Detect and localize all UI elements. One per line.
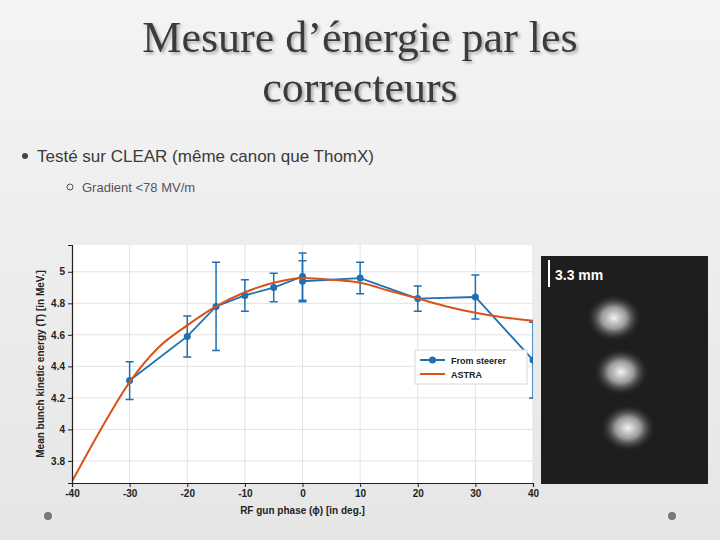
- tick: 10: [355, 483, 367, 499]
- tick-label: 3.8: [51, 456, 65, 467]
- legend-swatch: [429, 357, 436, 364]
- legend-swatch: [420, 373, 445, 375]
- beam-spot: [600, 404, 656, 452]
- error-bar: [241, 280, 249, 312]
- bullet-dot: [67, 184, 73, 190]
- tick-mark: [187, 483, 188, 487]
- marker: [270, 284, 277, 291]
- x-axis-title: RF gun phase (ϕ) [in deg.]: [240, 505, 365, 516]
- tick: -30: [123, 483, 138, 499]
- tick: -20: [181, 483, 196, 499]
- tick: 4.6: [51, 330, 72, 341]
- tick-mark: [303, 483, 304, 487]
- tick-mark: [68, 272, 72, 273]
- tick: 4.8: [51, 298, 72, 309]
- tick-label: 30: [470, 488, 482, 499]
- error-bar: [529, 322, 533, 398]
- tick-mark: [68, 429, 72, 430]
- tick: 5: [59, 266, 72, 277]
- marks: [72, 253, 533, 482]
- legend: From steerer ASTRA: [415, 350, 527, 384]
- marker: [184, 333, 191, 340]
- tick-label: 10: [355, 488, 367, 499]
- tick-mark: [68, 461, 72, 462]
- tick: -10: [238, 483, 253, 499]
- bullet: Testé sur CLEAR (même canon que ThomX): [37, 147, 374, 166]
- grid-line: [72, 397, 533, 398]
- error-bar: [270, 273, 278, 301]
- title: correcteurs: [262, 63, 457, 112]
- beam-image: 3.3 mm: [541, 256, 708, 484]
- tick-mark: [418, 483, 419, 487]
- marker: [472, 294, 479, 301]
- image-background: [541, 256, 708, 484]
- series-line: [130, 277, 533, 381]
- tick-mark: [360, 483, 361, 487]
- decoration: [44, 512, 52, 520]
- tick-label: 5: [59, 266, 65, 277]
- grid-line: [72, 460, 533, 461]
- tick-mark: [68, 398, 72, 399]
- decoration: [668, 512, 676, 520]
- background: [0, 0, 720, 540]
- chart: -40 -30 -20 -10 0 10 20 30 40 3.8 4 4.2 4.4 4.6 4.8 5 RF…: [35, 245, 539, 516]
- title: Mesure d’énergie par les: [142, 13, 577, 62]
- tick-label: 0: [300, 488, 306, 499]
- scale-bar: [548, 260, 550, 287]
- beam-spot: [593, 348, 649, 396]
- tick-mark: [245, 483, 246, 487]
- grid-line: [72, 334, 533, 335]
- tick-label: -30: [123, 488, 138, 499]
- tick: 40: [528, 483, 540, 499]
- tick-mark: [68, 335, 72, 336]
- tick-label: 40: [528, 488, 540, 499]
- grid-line: [187, 245, 188, 483]
- tick: -40: [65, 483, 80, 499]
- legend-label: ASTRA: [451, 370, 482, 380]
- tick: 4.4: [51, 361, 72, 372]
- axis-line: [73, 484, 534, 488]
- tick-mark: [130, 483, 131, 487]
- y-axis-title: Mean bunch kinetic energy (T) [in MeV.]: [35, 270, 46, 457]
- bullet-dot: [22, 153, 28, 159]
- sub-bullet: Gradient <78 MV/m: [82, 180, 195, 195]
- beam-spot: [586, 294, 642, 342]
- tick: 4.2: [51, 393, 72, 404]
- tick-label: -40: [65, 488, 80, 499]
- tick-label: 4: [59, 424, 65, 435]
- tick: 30: [470, 483, 482, 499]
- scale-label: 3.3 mm: [555, 267, 603, 283]
- tick: 3.8: [51, 456, 72, 467]
- tick-label: -10: [238, 488, 253, 499]
- legend-label: From steerer: [451, 356, 507, 366]
- marker: [530, 357, 534, 364]
- tick-label: 4.4: [51, 361, 65, 372]
- grid-line: [72, 303, 533, 304]
- tick-label: -20: [181, 488, 196, 499]
- tick-label: 4.6: [51, 330, 65, 341]
- plot-area: [72, 245, 533, 483]
- tick: 20: [413, 483, 425, 499]
- tick-mark: [475, 483, 476, 487]
- tick: 0: [300, 483, 306, 499]
- tick: 4: [59, 424, 72, 435]
- tick-mark: [533, 483, 534, 487]
- tick-mark: [68, 366, 72, 367]
- error-bar: [183, 316, 191, 357]
- x-axis: -40 -30 -20 -10 0 10 20 30 40: [65, 483, 539, 499]
- error-bar: [299, 261, 307, 302]
- y-axis: 3.8 4 4.2 4.4 4.6 4.8 5: [51, 246, 72, 484]
- grid-line: [72, 429, 533, 430]
- slide: Mesure d’énergie par lescorrecteurs Testé…: [0, 0, 720, 540]
- error-bar: [356, 262, 364, 294]
- tick-label: 4.8: [51, 298, 65, 309]
- series-line: [72, 278, 533, 481]
- tick-mark: [68, 303, 72, 304]
- marker: [357, 275, 364, 282]
- legend-box: [415, 350, 527, 384]
- axis-line: [68, 246, 73, 484]
- tick-label: 20: [413, 488, 425, 499]
- tick-label: 4.2: [51, 393, 65, 404]
